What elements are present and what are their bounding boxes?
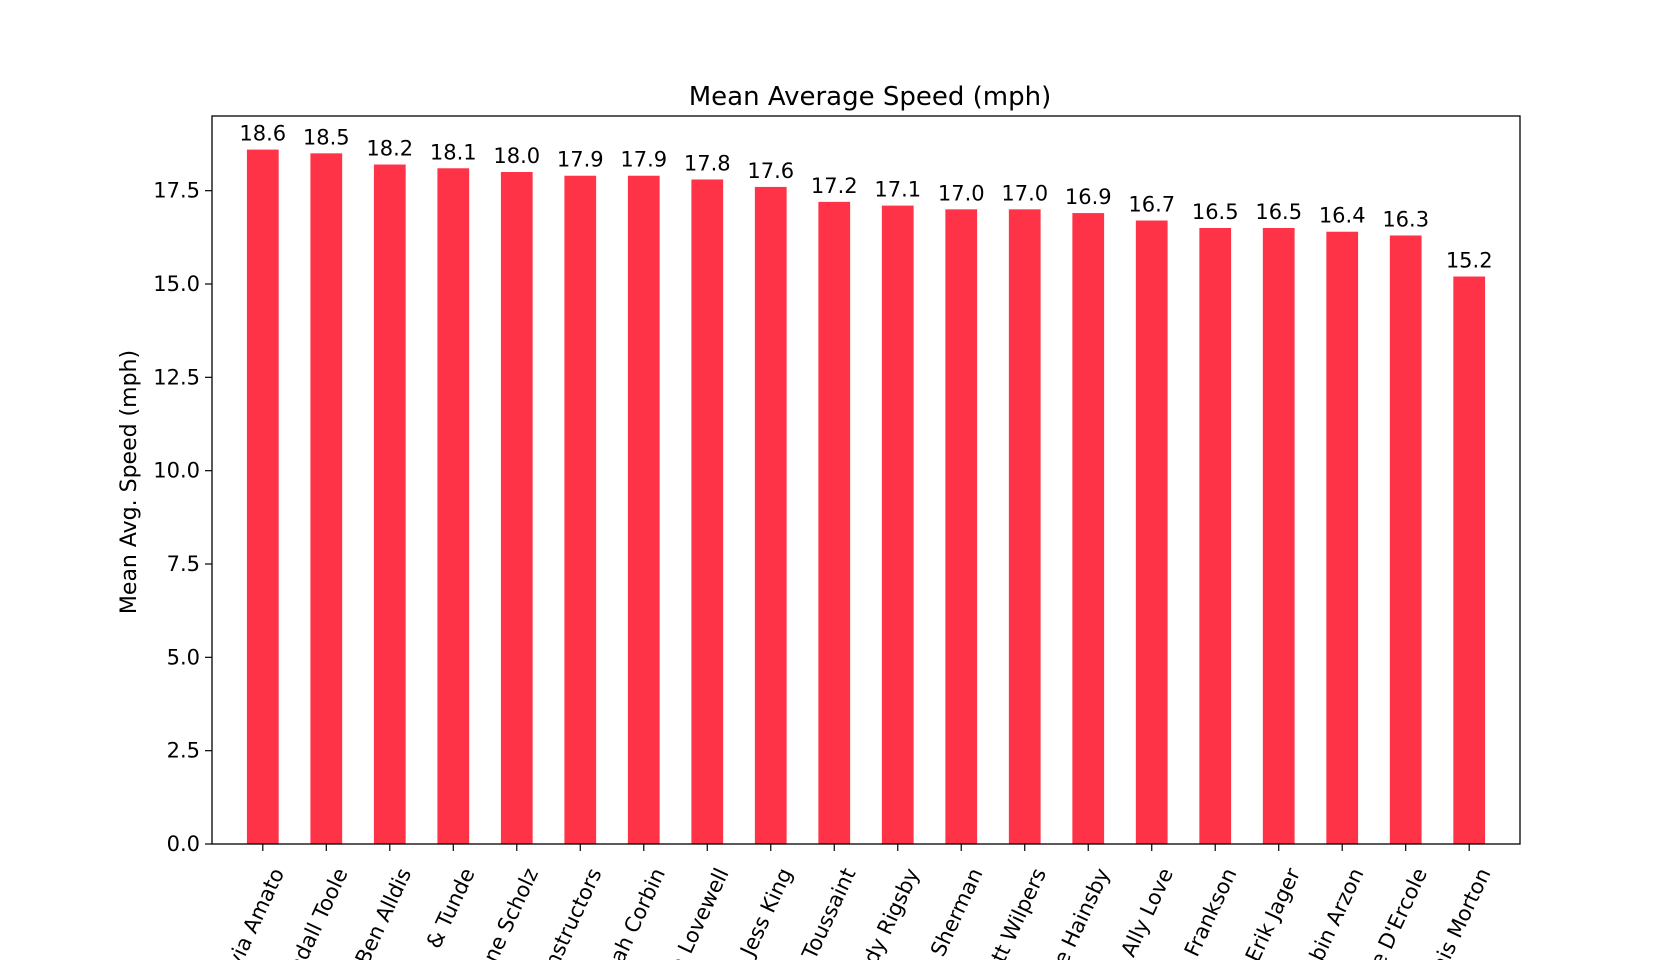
bar-value-label: 17.6 bbox=[747, 159, 794, 183]
bar-value-label: 15.2 bbox=[1446, 249, 1493, 273]
bar-value-label: 18.1 bbox=[430, 140, 477, 164]
bar bbox=[1008, 209, 1041, 844]
bar-value-label: 17.2 bbox=[811, 174, 858, 198]
bar bbox=[1389, 235, 1422, 845]
bar bbox=[1199, 228, 1232, 844]
bar bbox=[1326, 231, 1359, 845]
bar bbox=[564, 175, 597, 845]
bar-value-label: 17.8 bbox=[684, 151, 731, 175]
bar bbox=[754, 186, 787, 844]
bar bbox=[437, 168, 470, 844]
bar-value-label: 18.0 bbox=[493, 144, 540, 168]
plot-area-frame bbox=[211, 115, 1521, 845]
bar bbox=[373, 164, 406, 844]
bar-value-label: 16.7 bbox=[1128, 193, 1175, 217]
y-tick-label: 2.5 bbox=[167, 739, 200, 763]
y-tick-label: 7.5 bbox=[167, 552, 200, 576]
bar-value-label: 17.9 bbox=[620, 148, 667, 172]
y-tick-label: 10.0 bbox=[153, 459, 200, 483]
y-tick-label: 17.5 bbox=[153, 179, 200, 203]
y-tick-label: 15.0 bbox=[153, 272, 200, 296]
bar-value-label: 17.1 bbox=[874, 178, 921, 202]
y-axis-label: Mean Avg. Speed (mph) bbox=[117, 350, 142, 614]
bar bbox=[881, 205, 914, 845]
y-tick-label: 0.0 bbox=[167, 832, 200, 856]
bar bbox=[1262, 228, 1295, 844]
bar-value-label: 17.0 bbox=[938, 181, 985, 205]
bar bbox=[310, 153, 343, 844]
y-tick-label: 12.5 bbox=[153, 365, 200, 389]
bar-value-label: 18.5 bbox=[303, 125, 350, 149]
bar-value-label: 16.4 bbox=[1319, 204, 1366, 228]
bar-value-label: 16.9 bbox=[1065, 185, 1112, 209]
bar bbox=[500, 172, 533, 844]
bar bbox=[818, 201, 851, 844]
bar-value-label: 16.5 bbox=[1255, 200, 1302, 224]
y-tick-label: 5.0 bbox=[167, 645, 200, 669]
y-axis-ticks: 0.0 2.5 5.0 7.5 10.0 12.5 15.0 17.5 bbox=[153, 179, 212, 856]
bar-value-label: 17.9 bbox=[557, 148, 604, 172]
bar-value-label: 18.2 bbox=[366, 137, 413, 161]
bars-group bbox=[246, 149, 1486, 845]
bar-value-label: 16.3 bbox=[1382, 207, 1429, 231]
chart-title: Mean Average Speed (mph) bbox=[689, 82, 1052, 112]
bar bbox=[691, 179, 724, 845]
bar-value-label: 17.0 bbox=[1001, 181, 1048, 205]
bar bbox=[246, 149, 279, 845]
bar bbox=[1072, 213, 1105, 844]
bar bbox=[945, 209, 978, 844]
bar bbox=[1453, 276, 1486, 844]
bar-value-label: 18.6 bbox=[239, 122, 286, 146]
bar bbox=[1135, 220, 1168, 844]
bar bbox=[627, 175, 660, 845]
bar-value-labels: 18.6 18.5 18.2 18.1 18.0 17.9 17.9 17.8 17.6 17.2… bbox=[239, 122, 1492, 273]
bar-value-label: 16.5 bbox=[1192, 200, 1239, 224]
